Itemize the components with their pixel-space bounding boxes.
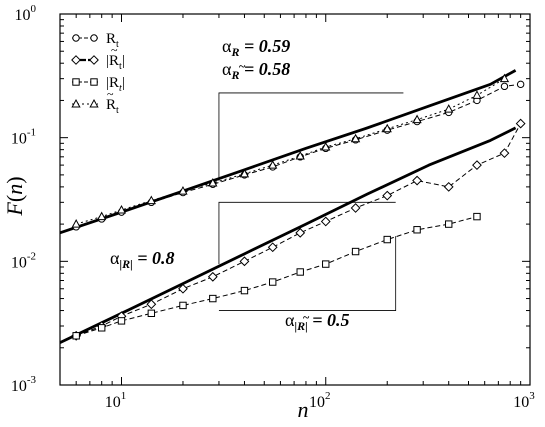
data-point-triangle (116, 204, 127, 214)
svg-text:αR = 0.58: αR = 0.58 (222, 59, 290, 82)
guide-upper (218, 92, 404, 181)
data-point-square (72, 332, 80, 340)
x-axis-label: n (298, 397, 309, 422)
legend-marker-circle (72, 34, 80, 42)
guide-mid (218, 201, 396, 265)
data-point-diamond (146, 299, 157, 310)
data-point-square (240, 286, 249, 295)
data-point-square (445, 220, 453, 228)
data-point-triangle (444, 104, 454, 113)
legend-marker-diamond (71, 55, 81, 65)
data-point-triangle (295, 151, 305, 160)
data-point-square (117, 317, 126, 325)
svg-text:~: ~ (303, 310, 310, 324)
data-point-triangle (350, 133, 361, 143)
data-point-diamond (443, 181, 454, 192)
legend-marker-square (72, 78, 80, 86)
svg-text:~: ~ (239, 59, 246, 73)
fit-upper (59, 69, 517, 235)
data-point-diamond (178, 283, 188, 294)
annotation-alpha-abs-r-tilde: α|R| = 0.5 ~ (285, 310, 350, 333)
legend-entry: |Rt| (106, 53, 125, 72)
annotation-alpha-abs-r: α|R| = 0.8 (110, 248, 175, 271)
data-point-square (97, 324, 106, 332)
data-point-square (147, 309, 156, 318)
legend-marker-diamond (89, 55, 99, 65)
data-point-triangle (412, 114, 422, 124)
data-point-diamond (382, 190, 393, 201)
data-point-square (351, 247, 360, 256)
x-tick-label: 103 (513, 390, 535, 411)
legend-marker-circle (90, 34, 98, 42)
data-point-triangle (146, 195, 156, 205)
series-line (75, 123, 522, 337)
data-point-triangle (208, 177, 218, 187)
data-point-triangle (239, 168, 250, 178)
legend-entry: |Rt| (106, 75, 125, 94)
data-point-triangle (97, 211, 107, 221)
data-point-diamond (267, 242, 278, 253)
y-tick-label: 100 (15, 3, 37, 24)
y-axis-label: F(n) (2, 176, 27, 216)
data-point-diamond (239, 256, 250, 267)
svg-text:α|R| = 0.5: α|R| = 0.5 (285, 310, 350, 333)
fit-lines (59, 69, 517, 344)
data-point-diamond (207, 271, 218, 282)
data-point-triangle (499, 73, 510, 83)
data-point-diamond (320, 216, 331, 227)
data-point-triangle (382, 123, 392, 133)
data-point-triangle (71, 219, 81, 228)
data-point-triangle (178, 186, 188, 195)
y-tick-label: 10-2 (11, 250, 36, 271)
data-point-square (296, 268, 304, 276)
data-point-square (269, 278, 277, 286)
y-tick-label: 10-1 (11, 127, 36, 148)
data-point-diamond (499, 148, 510, 159)
data-points (71, 73, 526, 341)
guide-lower (218, 236, 397, 311)
x-tick-label: 102 (309, 390, 331, 411)
svg-text:α|R| = 0.8: α|R| = 0.8 (110, 248, 175, 271)
annotation-alpha-r-tilde: αR = 0.58 ~ (222, 59, 290, 82)
data-point-square (473, 212, 481, 221)
guide-lines (218, 92, 404, 311)
data-point-circle (516, 80, 525, 89)
data-point-square (322, 260, 330, 268)
data-point-diamond (350, 203, 361, 213)
legend-tilde: ~ (107, 87, 114, 101)
data-point-triangle (321, 141, 331, 151)
annotation-alpha-r: αR = 0.59 (222, 36, 290, 59)
fit-lower (59, 126, 517, 344)
legend-entry: Rt (106, 31, 119, 50)
legend-tilde: ~ (111, 43, 118, 57)
data-point-diamond (472, 160, 482, 171)
data-point-circle (500, 82, 509, 91)
legend: Rt|Rt|~|Rt|Rt~ (71, 31, 125, 116)
data-point-triangle (268, 160, 278, 169)
data-point-diamond (412, 175, 422, 186)
data-point-square (209, 294, 217, 303)
series-line (76, 216, 478, 337)
y-tick-label: 10-3 (11, 374, 37, 395)
data-point-diamond (515, 118, 526, 129)
data-point-triangle (472, 90, 482, 99)
legend-marker-triangle (71, 98, 81, 108)
x-tick-label: 101 (105, 390, 127, 411)
legend-entry: Rt (106, 97, 119, 116)
data-point-square (383, 235, 391, 244)
data-point-square (413, 226, 421, 234)
data-point-square (179, 301, 187, 310)
legend-marker-triangle (89, 98, 99, 108)
svg-text:αR = 0.59: αR = 0.59 (222, 36, 290, 59)
legend-marker-square (90, 78, 98, 86)
plot-frame (59, 13, 531, 386)
data-point-diamond (295, 227, 306, 238)
